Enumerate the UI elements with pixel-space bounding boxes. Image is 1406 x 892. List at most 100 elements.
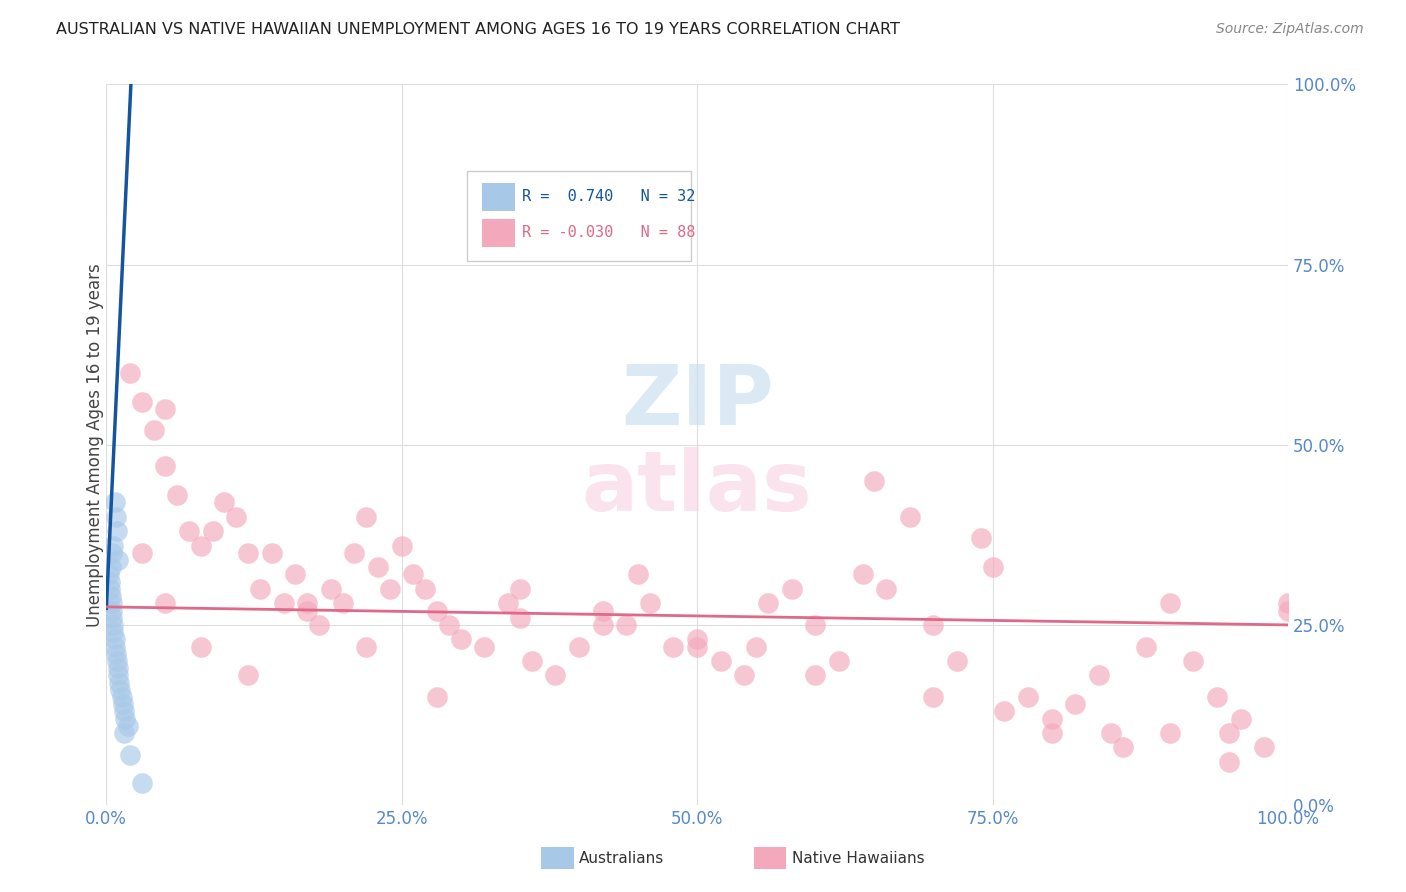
Point — [107, 668, 129, 682]
Point — [101, 611, 124, 625]
Point — [520, 654, 543, 668]
Text: R =  0.740   N = 32: R = 0.740 N = 32 — [522, 189, 696, 204]
Point — [103, 632, 125, 647]
Point — [426, 690, 449, 704]
Point — [343, 546, 366, 560]
Point — [107, 553, 129, 567]
Point — [190, 640, 212, 654]
Point — [101, 603, 124, 617]
Point — [544, 668, 567, 682]
Point — [295, 596, 318, 610]
Point — [236, 546, 259, 560]
Point — [131, 394, 153, 409]
Point — [260, 546, 283, 560]
Point — [111, 697, 134, 711]
Point — [662, 640, 685, 654]
Point — [804, 668, 827, 682]
Point — [104, 509, 127, 524]
Point — [100, 589, 122, 603]
Point — [214, 495, 236, 509]
Point — [110, 682, 132, 697]
Point — [1206, 690, 1229, 704]
Point — [1159, 596, 1181, 610]
Point — [117, 719, 139, 733]
Point — [686, 640, 709, 654]
Point — [970, 532, 993, 546]
Point — [496, 596, 519, 610]
Point — [391, 539, 413, 553]
Text: R = -0.030   N = 88: R = -0.030 N = 88 — [522, 226, 696, 240]
Point — [1218, 726, 1240, 740]
Y-axis label: Unemployment Among Ages 16 to 19 years: Unemployment Among Ages 16 to 19 years — [86, 263, 104, 627]
Point — [354, 509, 377, 524]
Point — [1229, 712, 1251, 726]
Point — [875, 582, 897, 596]
Point — [100, 560, 122, 574]
Text: Native Hawaiians: Native Hawaiians — [792, 851, 924, 865]
Point — [98, 582, 121, 596]
Point — [993, 705, 1015, 719]
Point — [308, 618, 330, 632]
Point — [1218, 755, 1240, 769]
Point — [1040, 712, 1063, 726]
Point — [103, 640, 125, 654]
Point — [114, 712, 136, 726]
Point — [437, 618, 460, 632]
Point — [107, 661, 129, 675]
Point — [1064, 697, 1087, 711]
Point — [1040, 726, 1063, 740]
Point — [249, 582, 271, 596]
Point — [474, 640, 496, 654]
Point — [1135, 640, 1157, 654]
Point — [1099, 726, 1122, 740]
Point — [1253, 740, 1275, 755]
Point — [1277, 603, 1299, 617]
Point — [922, 690, 945, 704]
Point — [1088, 668, 1111, 682]
Point — [112, 726, 135, 740]
Point — [155, 596, 177, 610]
Point — [142, 423, 165, 437]
Point — [332, 596, 354, 610]
Point — [236, 668, 259, 682]
Point — [131, 546, 153, 560]
Point — [733, 668, 755, 682]
Point — [110, 690, 132, 704]
Point — [1182, 654, 1205, 668]
Point — [108, 675, 131, 690]
Point — [568, 640, 591, 654]
Bar — [482, 183, 515, 211]
Point — [295, 603, 318, 617]
Text: atlas: atlas — [582, 448, 813, 528]
Point — [804, 618, 827, 632]
Point — [745, 640, 768, 654]
Point — [177, 524, 200, 539]
Point — [922, 618, 945, 632]
Point — [155, 401, 177, 416]
Point — [592, 618, 614, 632]
Point — [851, 567, 873, 582]
Point — [756, 596, 779, 610]
Point — [367, 560, 389, 574]
Point — [273, 596, 295, 610]
Point — [638, 596, 661, 610]
Point — [98, 574, 121, 589]
Point — [155, 459, 177, 474]
Point — [378, 582, 401, 596]
Point — [627, 567, 650, 582]
Point — [354, 640, 377, 654]
Point — [780, 582, 803, 596]
Point — [1111, 740, 1133, 755]
Point — [686, 632, 709, 647]
Point — [112, 705, 135, 719]
Point — [103, 539, 125, 553]
FancyBboxPatch shape — [467, 171, 692, 261]
Point — [101, 546, 124, 560]
Point — [413, 582, 436, 596]
Point — [97, 567, 120, 582]
Point — [319, 582, 342, 596]
Point — [201, 524, 224, 539]
Point — [104, 647, 127, 661]
Point — [981, 560, 1004, 574]
Text: Source: ZipAtlas.com: Source: ZipAtlas.com — [1216, 22, 1364, 37]
